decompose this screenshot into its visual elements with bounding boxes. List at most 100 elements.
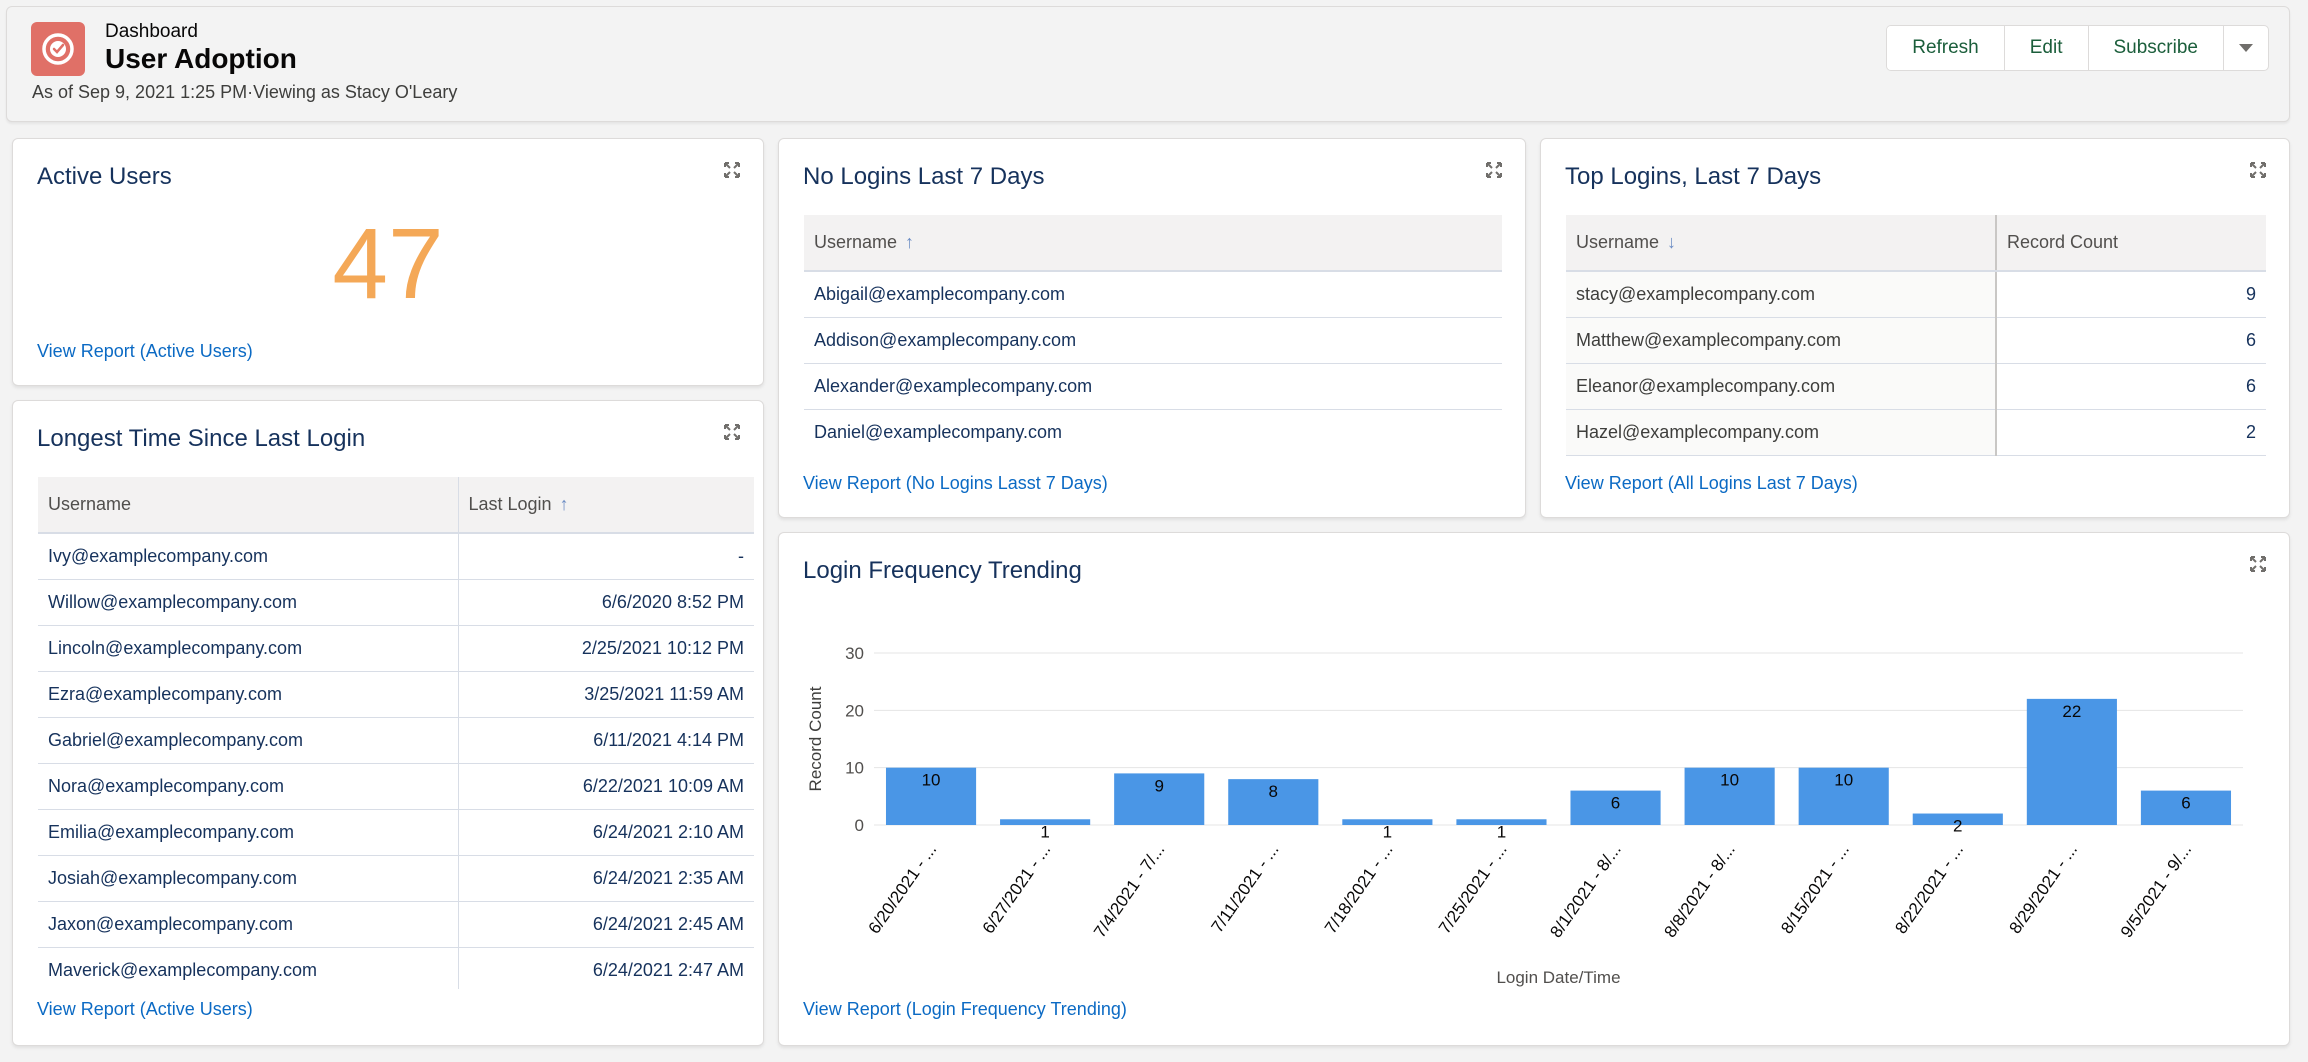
x-tick-label: 6/20/2021 - ... [865, 840, 941, 937]
active-users-card: Active Users 47 View Report (Active User… [12, 138, 764, 386]
x-tick-label: 8/1/2021 - 8/... [1546, 840, 1624, 941]
view-report-link[interactable]: View Report (Active Users) [37, 999, 253, 1019]
x-tick-label: 6/27/2021 - ... [979, 840, 1055, 937]
last-login-cell: 6/24/2021 2:47 AM [458, 947, 754, 989]
refresh-button[interactable]: Refresh [1887, 26, 2005, 70]
table-row: Jaxon@examplecompany.com 6/24/2021 2:45 A… [38, 901, 754, 948]
table-row: Matthew@examplecompany.com 6 [1566, 317, 2266, 364]
chart-bar [1570, 790, 1661, 825]
chevron-down-icon [2239, 44, 2253, 52]
x-axis-label: Login Date/Time [1496, 968, 1620, 987]
view-report-link[interactable]: View Report (Login Frequency Trending) [803, 999, 1127, 1019]
chart-bar [1456, 819, 1547, 825]
username-cell: Jaxon@examplecompany.com [38, 901, 459, 948]
data-label: 8 [1269, 782, 1278, 801]
expand-icon[interactable] [2249, 555, 2267, 573]
table-row: Daniel@examplecompany.com [804, 409, 1502, 455]
table-row: Abigail@examplecompany.com [804, 271, 1502, 318]
longest-time-card: Longest Time Since Last Login Username L… [12, 400, 764, 1046]
expand-icon[interactable] [2249, 161, 2267, 179]
chart-bar [1912, 813, 2003, 825]
data-label: 1 [1383, 822, 1392, 841]
last-login-cell: 3/25/2021 11:59 AM [458, 671, 754, 718]
expand-icon[interactable] [723, 161, 741, 179]
dashboard-subtitle: As of Sep 9, 2021 1:25 PM·Viewing as Sta… [32, 82, 458, 102]
table-row: Willow@examplecompany.com 6/6/2020 8:52 P… [38, 579, 754, 626]
data-label: 10 [922, 771, 941, 790]
login-trend-card: Login Frequency Trending 0 10 20 30 Record C… [778, 532, 2290, 1046]
count-cell: 6 [1996, 317, 2266, 364]
dashboard-header: Dashboard User Adoption As of Sep 9, 202… [6, 6, 2290, 122]
table-row: Maverick@examplecompany.com 6/24/2021 2:4… [38, 947, 754, 989]
username-cell: Emilia@examplecompany.com [38, 809, 459, 856]
chart-bar [2026, 698, 2117, 825]
data-label: 9 [1154, 776, 1163, 795]
table-row: Nora@examplecompany.com 6/22/2021 10:09 A… [38, 763, 754, 810]
table-row: Alexander@examplecompany.com [804, 363, 1502, 410]
card-title: Longest Time Since Last Login [37, 425, 366, 452]
column-header-record-count[interactable]: Record Count [1996, 215, 2266, 272]
expand-icon[interactable] [1485, 161, 1503, 179]
sort-descending-icon: ↓ [1667, 232, 1677, 252]
x-tick-label: 7/25/2021 - ... [1435, 840, 1511, 937]
username-cell: Maverick@examplecompany.com [38, 947, 459, 989]
last-login-cell: 6/24/2021 2:45 AM [458, 901, 754, 948]
username-cell: stacy@examplecompany.com [1566, 271, 1997, 318]
data-label: 6 [1611, 794, 1620, 813]
subscribe-button[interactable]: Subscribe [2088, 26, 2224, 70]
data-label: 1 [1040, 822, 1049, 841]
column-header-username[interactable]: Username [38, 477, 459, 534]
data-label: 1 [1497, 822, 1506, 841]
chart-bar [885, 767, 977, 825]
username-cell: Gabriel@examplecompany.com [38, 717, 459, 764]
x-tick-label: 8/29/2021 - ... [2005, 840, 2081, 937]
edit-button[interactable]: Edit [2004, 26, 2089, 70]
data-label: 22 [2062, 702, 2081, 721]
column-header-username[interactable]: Username ↓ [1566, 215, 1997, 272]
view-report-link[interactable]: View Report (Active Users) [37, 341, 253, 361]
username-cell: Addison@examplecompany.com [804, 317, 1502, 364]
dashboard-eyebrow: Dashboard [105, 21, 198, 42]
card-title: Active Users [37, 163, 172, 190]
chart-bar [1000, 819, 1091, 825]
no-logins-table: Username ↑ Abigail@examplecompany.com Add… [804, 215, 1502, 455]
metric-value: 47 [332, 208, 444, 320]
last-login-cell: 6/22/2021 10:09 AM [458, 763, 754, 810]
x-tick-label: 7/18/2021 - ... [1321, 840, 1397, 937]
x-tick-label: 9/5/2021 - 9/... [2117, 840, 2195, 941]
sort-ascending-icon: ↑ [559, 494, 569, 514]
username-cell: Eleanor@examplecompany.com [1566, 363, 1997, 410]
view-report-link[interactable]: View Report (No Logins Lasst 7 Days) [803, 473, 1108, 493]
y-tick-label: 30 [845, 644, 864, 663]
view-report-link[interactable]: View Report (All Logins Last 7 Days) [1565, 473, 1858, 493]
table-row: Hazel@examplecompany.com 2 [1566, 409, 2266, 456]
username-cell: Nora@examplecompany.com [38, 763, 459, 810]
dashboard-gauge-icon [31, 22, 85, 76]
table-row: Josiah@examplecompany.com 6/24/2021 2:35 … [38, 855, 754, 902]
count-cell: 6 [1996, 363, 2266, 410]
count-cell: 9 [1996, 271, 2266, 318]
table-row: Emilia@examplecompany.com 6/24/2021 2:10 … [38, 809, 754, 856]
more-actions-button[interactable] [2224, 26, 2268, 70]
column-header-last-login[interactable]: Last Login ↑ [458, 477, 754, 534]
expand-icon[interactable] [723, 423, 741, 441]
card-title: Login Frequency Trending [803, 557, 1082, 584]
sort-ascending-icon: ↑ [905, 232, 915, 252]
no-logins-card: No Logins Last 7 Days Username ↑ Abigail@… [778, 138, 1526, 518]
chart-bar [1798, 767, 1889, 825]
top-logins-table: Username ↓ Record Count stacy@examplecomp… [1566, 215, 2266, 456]
chart-bar [1228, 779, 1319, 825]
data-label: 6 [2181, 794, 2190, 813]
count-cell: 2 [1996, 409, 2266, 456]
x-tick-label: 7/4/2021 - 7/... [1090, 840, 1168, 941]
y-tick-label: 20 [845, 701, 864, 720]
last-login-cell: 6/24/2021 2:35 AM [458, 855, 754, 902]
username-cell: Ivy@examplecompany.com [38, 533, 459, 580]
username-cell: Hazel@examplecompany.com [1566, 409, 1997, 456]
column-header-username[interactable]: Username ↑ [804, 215, 1502, 272]
header-button-group: Refresh Edit Subscribe [1886, 25, 2269, 71]
data-label: 2 [1953, 817, 1962, 836]
table-row: Ezra@examplecompany.com 3/25/2021 11:59 A… [38, 671, 754, 718]
username-cell: Josiah@examplecompany.com [38, 855, 459, 902]
data-label: 10 [1720, 771, 1739, 790]
